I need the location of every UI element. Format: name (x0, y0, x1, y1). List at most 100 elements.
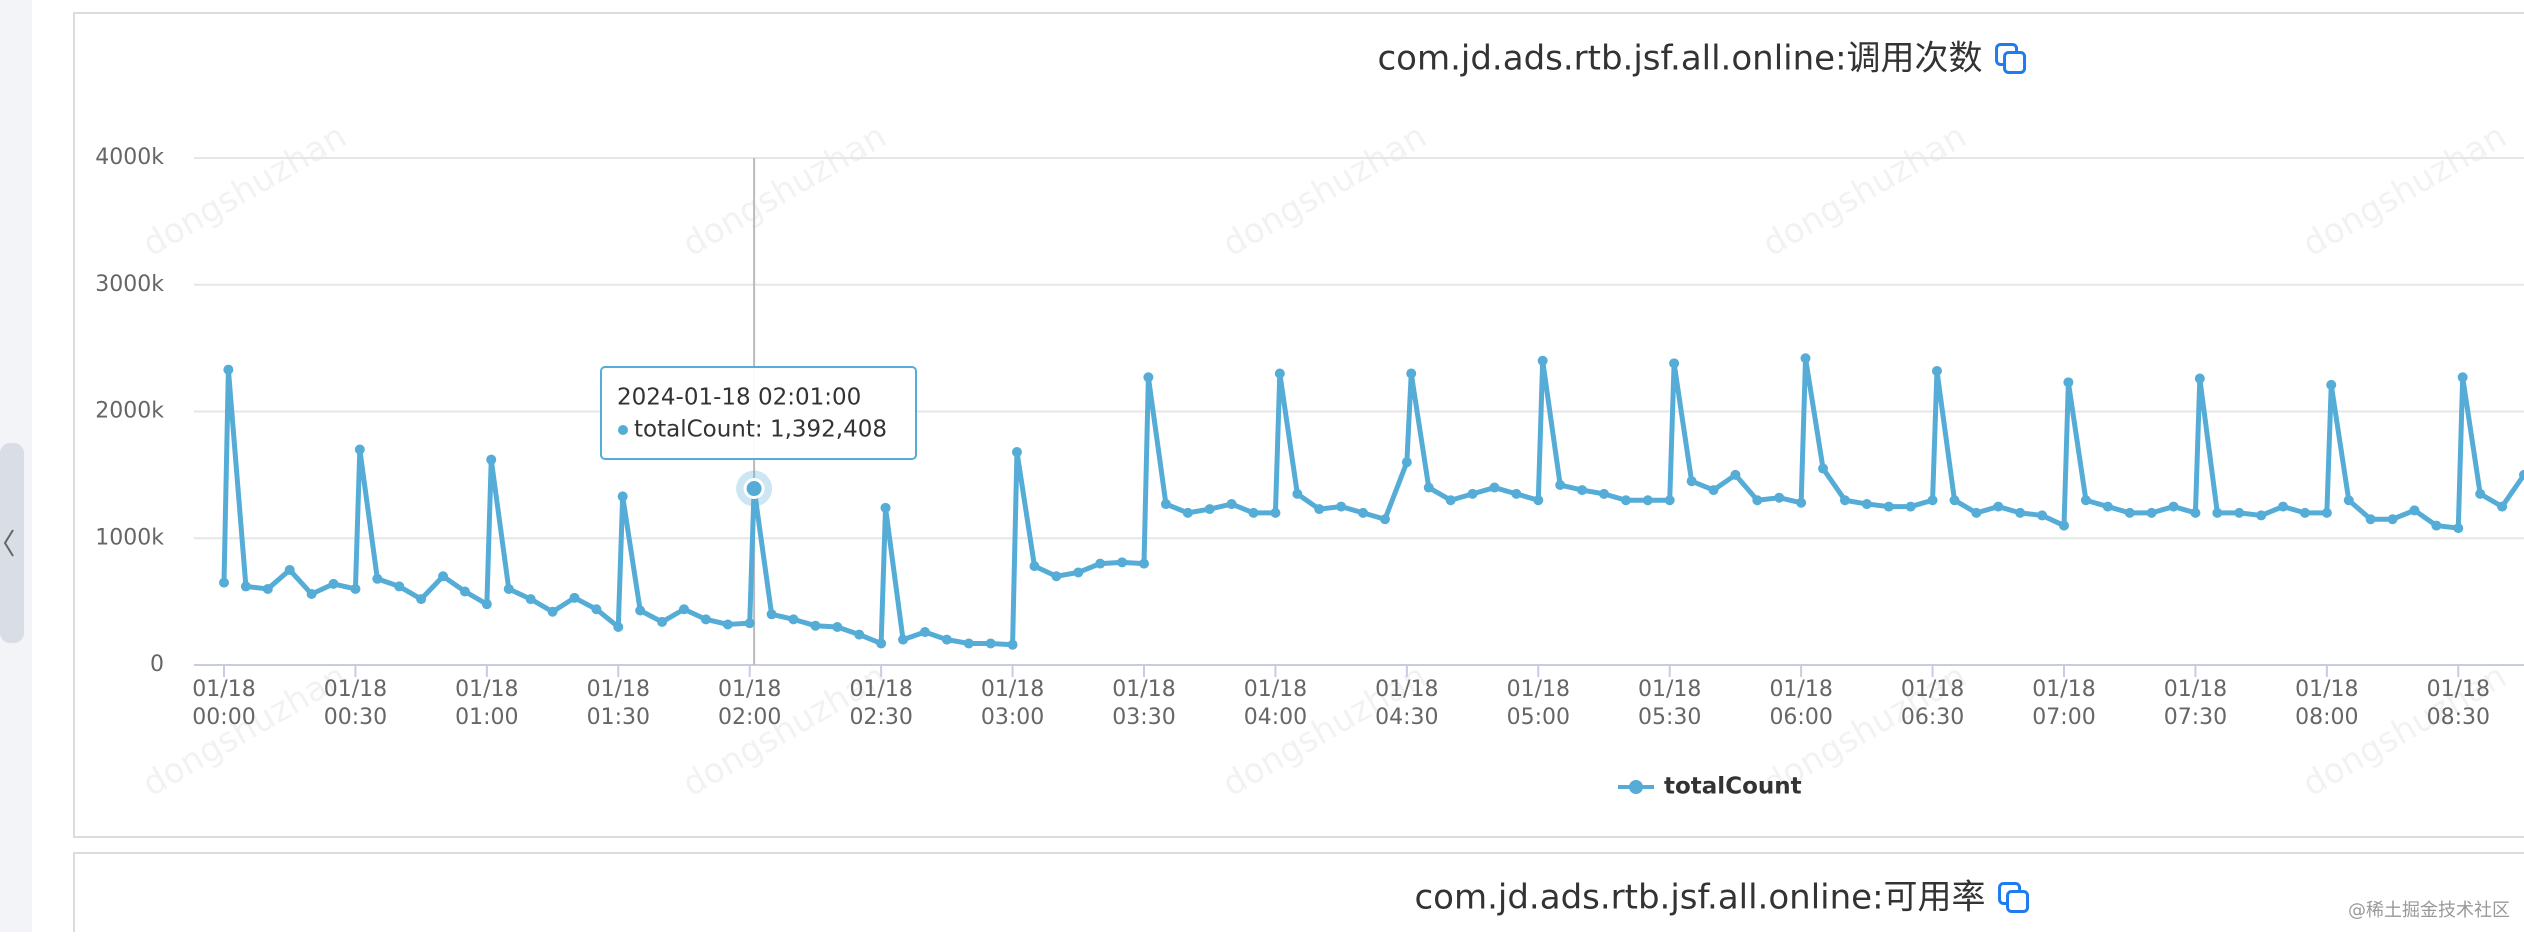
point (438, 571, 449, 582)
point (876, 638, 887, 649)
panel (73, 852, 2524, 936)
collapse-tab[interactable] (0, 443, 24, 643)
point (2256, 510, 2267, 521)
point (372, 573, 383, 584)
point (2212, 507, 2223, 518)
point (486, 454, 497, 465)
point (354, 444, 365, 455)
point (700, 614, 711, 625)
point (1011, 447, 1022, 458)
copy-button[interactable] (1995, 43, 2027, 74)
copy-button[interactable] (1998, 882, 2030, 913)
point (1467, 488, 1478, 499)
point (1182, 507, 1193, 518)
point (547, 606, 558, 617)
point (617, 491, 628, 502)
point (2037, 510, 2048, 521)
point (1818, 463, 1829, 474)
point (1599, 488, 1609, 499)
point (1511, 488, 1522, 499)
x-tick-label: 01/18 (1638, 677, 1701, 702)
point (1401, 457, 1412, 468)
copy-icon-front (2003, 51, 2027, 74)
x-tick-label: 01/18 (192, 677, 255, 702)
point (1007, 639, 1018, 650)
collapse-arrow[interactable] (3, 529, 14, 557)
point (2278, 501, 2289, 512)
point (394, 581, 405, 592)
x-tick-label: 08:30 (2427, 705, 2490, 730)
point (1931, 365, 1942, 376)
point (1226, 499, 1237, 510)
point (1051, 571, 1062, 582)
point (744, 618, 755, 629)
x-tick-label: 07:30 (2164, 705, 2227, 730)
x-tick-label: 01/18 (1112, 677, 1175, 702)
point (1143, 372, 1154, 383)
point (679, 604, 689, 615)
point (1292, 488, 1303, 499)
point (223, 364, 234, 375)
point (328, 578, 339, 589)
legend-item[interactable]: totalCount (1618, 774, 1802, 800)
point (503, 583, 514, 594)
x-tick-label: 00:30 (324, 705, 387, 730)
point (2194, 373, 2205, 384)
x-tick-label: 01/18 (455, 677, 518, 702)
point (262, 583, 273, 594)
point (2124, 507, 2135, 518)
point (306, 589, 317, 600)
point (1905, 501, 1916, 512)
point (613, 621, 624, 632)
point (1160, 499, 1171, 510)
point (1730, 469, 1741, 480)
point (1073, 567, 1084, 578)
x-tick-label: 01/18 (2295, 677, 2358, 702)
point (1270, 507, 1281, 518)
point (2409, 505, 2420, 516)
series-line (221, 355, 2524, 648)
x-tick-label: 01/18 (718, 677, 781, 702)
x-tick-label: 01/18 (1375, 677, 1438, 702)
point (2387, 514, 2398, 525)
point (2475, 488, 2486, 499)
x-tick-label: 01/18 (2032, 677, 2095, 702)
point (1861, 499, 1872, 510)
x-tick-label: 01:30 (587, 705, 650, 730)
x-tick-label: 03:00 (981, 705, 1044, 730)
point (1248, 507, 1259, 518)
point (722, 619, 733, 630)
point (898, 634, 909, 645)
point (2457, 372, 2468, 383)
x-tick-label: 01/18 (2427, 677, 2490, 702)
x-tick-label: 00:00 (192, 705, 255, 730)
x-tick-label: 02:00 (718, 705, 781, 730)
point (1993, 501, 2004, 512)
hover-point (743, 478, 765, 500)
tooltip-title: 2024-01-18 02:01:00 (617, 385, 861, 411)
tooltip: 2024-01-18 02:01:00 totalCount: 1,392,408 (600, 366, 917, 460)
point (1423, 482, 1434, 493)
point (1489, 482, 1500, 493)
point (1379, 514, 1390, 525)
x-tick-label: 01/18 (1507, 677, 1570, 702)
point (2080, 495, 2091, 506)
x-tick-label: 06:30 (1901, 705, 1964, 730)
point (2102, 501, 2113, 512)
point (1708, 485, 1719, 496)
point (1669, 358, 1680, 369)
point (766, 609, 777, 620)
x-tick-label: 08:00 (2295, 705, 2358, 730)
point (1139, 558, 1149, 569)
point (459, 586, 470, 597)
tooltip-box (600, 366, 917, 460)
point (1095, 558, 1106, 569)
credit: @稀土掘金技术社区 (2348, 900, 2510, 921)
point (2431, 520, 2442, 531)
point (416, 594, 427, 605)
legend-label: totalCount (1664, 774, 1802, 800)
point (985, 638, 996, 649)
point (1686, 476, 1697, 487)
point (2299, 507, 2310, 518)
